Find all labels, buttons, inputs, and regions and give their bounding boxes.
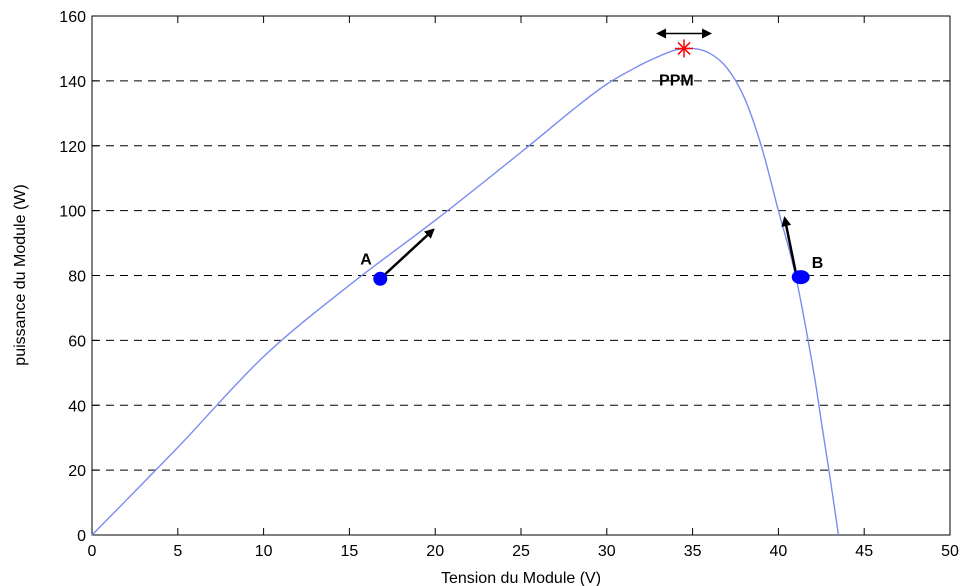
x-axis-ticks: 0 5 10 15 20 25 30 35 40 45 50 — [88, 16, 959, 560]
y-tick-label: 0 — [77, 528, 86, 545]
series-layer — [91, 47, 840, 536]
x-tick-label: 40 — [770, 543, 788, 560]
x-tick-label: 25 — [512, 543, 530, 560]
arrow-b — [781, 216, 798, 278]
arrow-a — [379, 228, 435, 280]
series-line-0 — [91, 47, 840, 536]
y-axis-label: puissance du Module (W) — [12, 184, 29, 365]
point-a-marker — [373, 271, 388, 286]
x-tick-label: 20 — [426, 543, 444, 560]
point-b-marker — [791, 270, 810, 285]
y-tick-label: 160 — [59, 9, 86, 26]
x-tick-label: 50 — [941, 543, 959, 560]
y-tick-label: 40 — [68, 398, 86, 415]
point-b-label: B — [812, 255, 824, 272]
mpp-arrow-right-head — [702, 28, 713, 39]
mpp-label: PPM — [659, 72, 694, 89]
y-tick-label: 140 — [59, 74, 86, 91]
point-a-label: A — [360, 252, 372, 269]
x-axis-label: Tension du Module (V) — [441, 570, 601, 586]
x-tick-label: 45 — [855, 543, 873, 560]
y-axis-ticks: 0 20 40 60 80 100 120 140 160 — [59, 9, 950, 545]
x-tick-label: 10 — [255, 543, 273, 560]
grid-lines — [92, 80, 950, 471]
x-tick-label: 5 — [173, 543, 182, 560]
y-tick-label: 120 — [59, 139, 86, 156]
annotations-layer: A B PPM — [360, 28, 824, 286]
y-tick-label: 20 — [68, 463, 86, 480]
y-tick-label: 80 — [68, 269, 86, 286]
y-tick-label: 100 — [59, 204, 86, 221]
x-tick-label: 35 — [684, 543, 702, 560]
mpp-arrow-left-head — [656, 28, 667, 39]
y-tick-label: 60 — [68, 333, 86, 350]
x-tick-label: 0 — [88, 543, 97, 560]
x-tick-label: 15 — [341, 543, 359, 560]
x-tick-label: 30 — [598, 543, 616, 560]
